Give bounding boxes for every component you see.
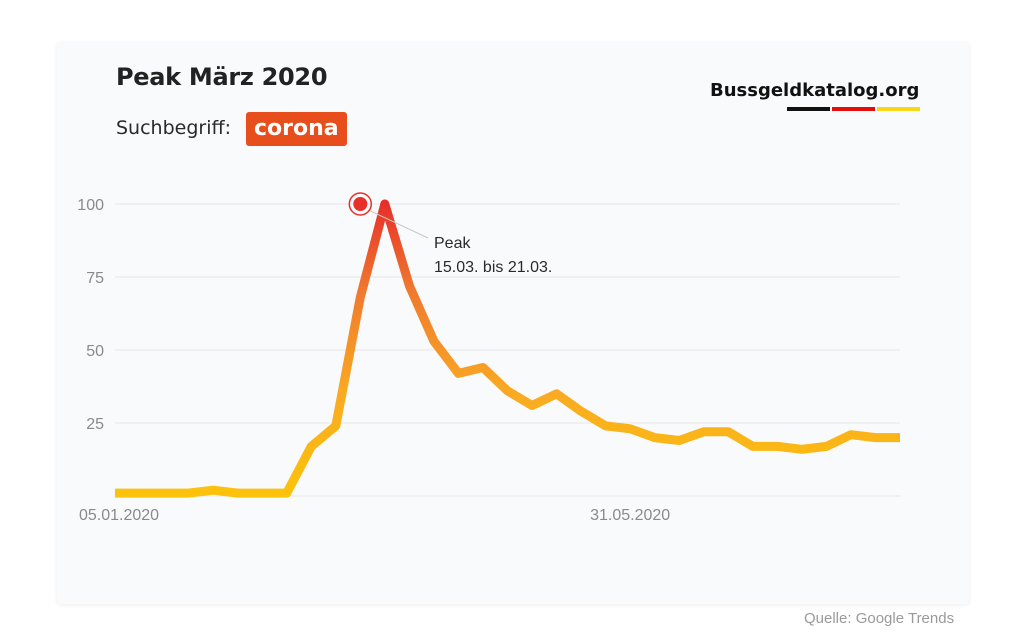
brand-logo: Bussgeldkatalog.org bbox=[710, 80, 920, 101]
x-tick-label: 05.01.2020 bbox=[79, 507, 159, 524]
y-tick-label: 25 bbox=[86, 416, 104, 433]
y-tick-label: 100 bbox=[77, 197, 104, 214]
series-line-corona bbox=[115, 199, 900, 498]
chart-title: Peak März 2020 bbox=[116, 63, 328, 91]
flag-stripe-red bbox=[832, 107, 875, 111]
search-term-badge: corona bbox=[246, 112, 347, 146]
search-term-label: Suchbegriff: bbox=[116, 117, 231, 139]
annotation-title: Peak bbox=[434, 235, 471, 252]
peak-marker-dot bbox=[353, 197, 368, 211]
x-axis-ticks: 05.01.2020 31.05.2020 bbox=[79, 507, 670, 524]
grid-lines bbox=[115, 203, 900, 497]
y-tick-label: 50 bbox=[86, 343, 104, 360]
chart-card bbox=[57, 42, 969, 604]
annotation-date-range: 15.03. bis 21.03. bbox=[434, 259, 552, 276]
y-axis-ticks: 25 50 75 100 bbox=[77, 197, 104, 433]
flag-stripe-black bbox=[787, 107, 830, 111]
peak-marker-ring bbox=[348, 192, 373, 216]
annotation-leader-line bbox=[368, 209, 429, 239]
flag-stripe-gold bbox=[877, 107, 920, 111]
y-tick-label: 75 bbox=[86, 270, 104, 287]
source-credit: Quelle: Google Trends bbox=[804, 610, 955, 627]
x-tick-label: 31.05.2020 bbox=[590, 507, 670, 524]
